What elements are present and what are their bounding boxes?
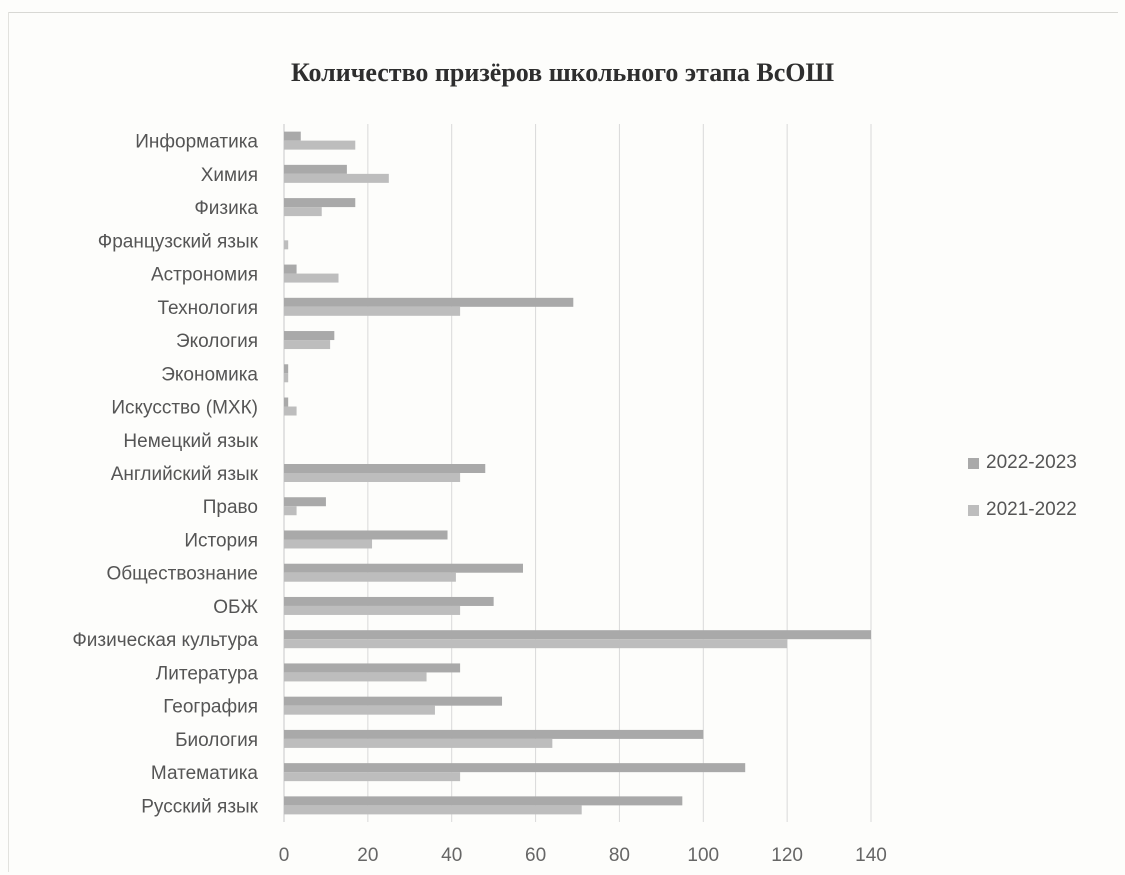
bar-2022-2023-право [284,497,326,507]
category-label-обж: ОБЖ [213,597,258,618]
bar-2022-2023-биология [284,729,704,739]
category-label-обществознание: Обществознание [106,564,258,585]
bar-2021-2022-астрономия [284,273,339,283]
x-tick-label-0: 0 [279,845,290,866]
frame-top-border [8,12,1118,13]
legend-item-2021-2022: 2021-2022 [968,499,1077,521]
x-tick-label-100: 100 [687,845,719,866]
bar-2021-2022-математика [284,772,461,782]
legend-item-2022-2023: 2022-2023 [968,452,1077,474]
bar-2022-2023-обществознание [284,563,523,573]
category-label-английский-язык: Английский язык [111,464,259,485]
legend-label-2021-2022: 2021-2022 [986,499,1077,520]
frame-left-border [8,12,9,872]
bar-2021-2022-технология [284,306,461,316]
bar-2022-2023-экономика [284,364,289,374]
bar-2022-2023-искусство-мхк [284,397,289,407]
bar-2021-2022-обж [284,605,461,615]
bar-2021-2022-искусство-мхк [284,406,297,416]
x-tick-label-40: 40 [441,845,462,866]
bar-2021-2022-право [284,506,297,516]
x-tick-label-80: 80 [609,845,630,866]
bar-2022-2023-астрономия [284,264,297,274]
bar-2021-2022-физическая-культура [284,639,788,649]
category-label-литература: Литература [156,663,259,684]
category-label-астрономия: Астрономия [151,265,258,286]
category-label-французский-язык: Французский язык [98,231,259,252]
category-label-экономика: Экономика [161,364,258,385]
bar-2022-2023-обж [284,596,494,606]
bar-2022-2023-химия [284,164,347,174]
bar-2021-2022-экология [284,340,331,350]
x-tick-label-60: 60 [525,845,546,866]
legend-swatch-2021-2022 [968,504,979,516]
x-tick-label-120: 120 [771,845,803,866]
category-label-право: Право [203,497,258,518]
bar-2022-2023-физическая-культура [284,630,871,640]
bar-2022-2023-литература [284,663,461,673]
bar-2021-2022-химия [284,173,389,183]
bar-2021-2022-физика [284,207,322,217]
bar-2022-2023-английский-язык [284,464,486,473]
category-label-математика: Математика [151,763,259,784]
chart-title: Количество призёров школьного этапа ВсОШ [290,58,835,87]
bar-2021-2022-русский-язык [284,805,582,815]
bar-2021-2022-информатика [284,140,356,150]
bar-2022-2023-экология [284,331,335,341]
bar-2021-2022-английский-язык [284,473,461,482]
category-label-физика: Физика [194,198,258,219]
bar-2021-2022-обществознание [284,572,456,582]
bar-2021-2022-экономика [284,373,289,383]
category-label-география: География [163,697,258,718]
bar-2022-2023-информатика [284,131,301,141]
legend-swatch-2022-2023 [968,457,979,469]
bar-2022-2023-технология [284,297,574,307]
legend: 2022-2023 2021-2022 [968,452,1077,546]
category-label-искусство-мхк: Искусство (МХК) [111,398,258,419]
category-label-русский-язык: Русский язык [141,796,258,817]
category-label-технология: Технология [157,298,258,319]
bar-2022-2023-русский-язык [284,796,683,806]
category-label-физическая-культура: Физическая культура [72,630,258,651]
category-label-история: История [184,530,258,551]
bar-2021-2022-французский-язык [284,240,289,250]
x-tick-label-140: 140 [855,845,887,866]
bar-2021-2022-литература [284,672,427,682]
bar-2022-2023-история [284,530,448,540]
bar-2022-2023-физика [284,198,356,208]
category-label-химия: Химия [201,165,258,186]
category-label-экология: Экология [176,331,258,352]
bar-2021-2022-биология [284,738,553,748]
x-tick-label-20: 20 [357,845,378,866]
bar-2021-2022-история [284,539,373,549]
category-label-биология: Биология [175,730,258,751]
bar-2022-2023-математика [284,763,746,773]
category-label-информатика: Информатика [135,132,258,153]
bar-2021-2022-география [284,705,435,715]
bar-2022-2023-география [284,696,503,706]
category-label-немецкий-язык: Немецкий язык [123,431,258,452]
legend-label-2022-2023: 2022-2023 [986,452,1077,473]
